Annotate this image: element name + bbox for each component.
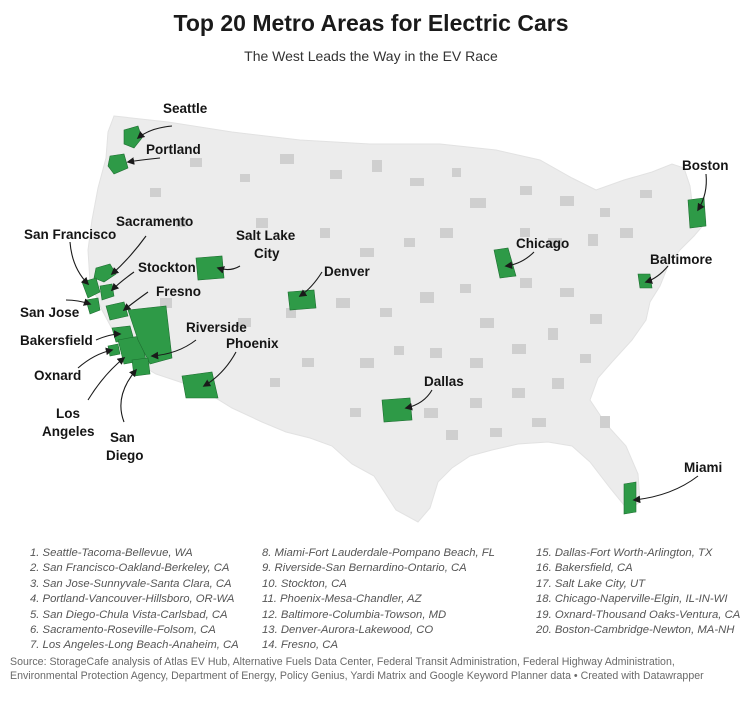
ranking-item: 18. Chicago-Naperville-Elgin, IL-IN-WI	[536, 593, 728, 606]
metro-miami	[623, 481, 637, 515]
ranking-item: 15. Dallas-Fort Worth-Arlington, TX	[536, 547, 713, 559]
chart-title: Top 20 Metro Areas for Electric Cars	[173, 10, 569, 36]
metro-sacramento	[93, 263, 117, 283]
label-chicago: Chicago	[516, 236, 569, 251]
legend-column-2: 8. Miami-Fort Lauderdale-Pompano Beach, …	[262, 546, 536, 654]
label-riverside: Riverside	[186, 320, 247, 335]
metro-dallas	[381, 397, 413, 423]
label-los-angeles-1: Los	[56, 406, 80, 421]
ranking-item: 14. Fresno, CA	[262, 639, 338, 652]
ranking-item: 8. Miami-Fort Lauderdale-Pompano Beach, …	[262, 547, 495, 559]
other-metros	[150, 154, 652, 440]
city-labels: Seattle Portland Sacramento San Francisc…	[20, 101, 729, 475]
label-miami: Miami	[684, 460, 722, 475]
metro-salt-lake	[195, 255, 225, 281]
label-bakersfield: Bakersfield	[20, 333, 93, 348]
metro-phoenix	[181, 371, 219, 399]
label-salt-lake-1: Salt Lake	[236, 228, 296, 243]
ranking-item: 20. Boston-Cambridge-Newton, MA-NH	[536, 624, 735, 637]
ranking-item: 7. Los Angeles-Long Beach-Anaheim, CA	[30, 639, 239, 652]
metro-portland	[107, 153, 129, 175]
metro-boston	[687, 197, 707, 229]
metro-fresno	[105, 301, 129, 321]
ranking-item: 16. Bakersfield, CA	[536, 562, 633, 575]
ranking-item: 6. Sacramento-Roseville-Folsom, CA	[30, 624, 216, 637]
label-san-francisco: San Francisco	[24, 227, 116, 242]
label-san-diego-2: Diego	[106, 448, 144, 463]
ranking-item: 10. Stockton, CA	[262, 577, 347, 590]
ranking-item: 11. Phoenix-Mesa-Chandler, AZ	[262, 593, 422, 606]
ranking-item: 13. Denver-Aurora-Lakewood, CO	[262, 624, 434, 637]
label-seattle: Seattle	[163, 101, 208, 116]
metro-san-diego	[131, 357, 151, 377]
ranking-item: 4. Portland-Vancouver-Hillsboro, OR-WA	[30, 593, 235, 606]
ranking-item: 5. San Diego-Chula Vista-Carlsbad, CA	[30, 608, 228, 621]
ranking-item: 3. San Jose-Sunnyvale-Santa Clara, CA	[30, 577, 232, 590]
metro-stockton	[99, 283, 115, 301]
us-landmass	[87, 115, 707, 523]
label-portland: Portland	[146, 142, 201, 157]
label-los-angeles-2: Angeles	[42, 424, 95, 439]
label-phoenix: Phoenix	[226, 336, 279, 351]
metro-riverside	[127, 305, 173, 365]
legend-column-1: 1. Seattle-Tacoma-Bellevue, WA 2. San Fr…	[30, 546, 262, 654]
chart-subtitle: The West Leads the Way in the EV Race	[244, 48, 498, 64]
us-metro-map: Seattle Portland Sacramento San Francisc…	[20, 101, 729, 523]
metro-san-jose	[85, 297, 101, 315]
label-san-jose: San Jose	[20, 305, 80, 320]
ranking-item: 12. Baltimore-Columbia-Towson, MD	[262, 608, 447, 621]
label-sacramento: Sacramento	[116, 214, 193, 229]
metro-denver	[287, 289, 317, 311]
label-boston: Boston	[682, 158, 729, 173]
legend-column-3: 15. Dallas-Fort Worth-Arlington, TX 16. …	[536, 546, 742, 654]
ranking-legend: 1. Seattle-Tacoma-Bellevue, WA 2. San Fr…	[30, 546, 742, 654]
ranking-item: 19. Oxnard-Thousand Oaks-Ventura, CA	[536, 608, 741, 621]
leader-arrows	[65, 125, 707, 504]
label-stockton: Stockton	[138, 260, 196, 275]
label-fresno: Fresno	[156, 284, 201, 299]
label-baltimore: Baltimore	[650, 252, 713, 267]
source-note: Source: StorageCafe analysis of Atlas EV…	[10, 656, 704, 682]
label-san-diego-1: San	[110, 430, 135, 445]
highlighted-metros	[81, 125, 707, 515]
ranking-item: 9. Riverside-San Bernardino-Ontario, CA	[262, 562, 467, 575]
ranking-item: 1. Seattle-Tacoma-Bellevue, WA	[30, 547, 193, 559]
ranking-item: 2. San Francisco-Oakland-Berkeley, CA	[30, 562, 230, 575]
label-dallas: Dallas	[424, 374, 464, 389]
label-denver: Denver	[324, 264, 371, 279]
label-oxnard: Oxnard	[34, 368, 81, 383]
ranking-item: 17. Salt Lake City, UT	[536, 577, 646, 590]
label-salt-lake-2: City	[254, 246, 280, 261]
